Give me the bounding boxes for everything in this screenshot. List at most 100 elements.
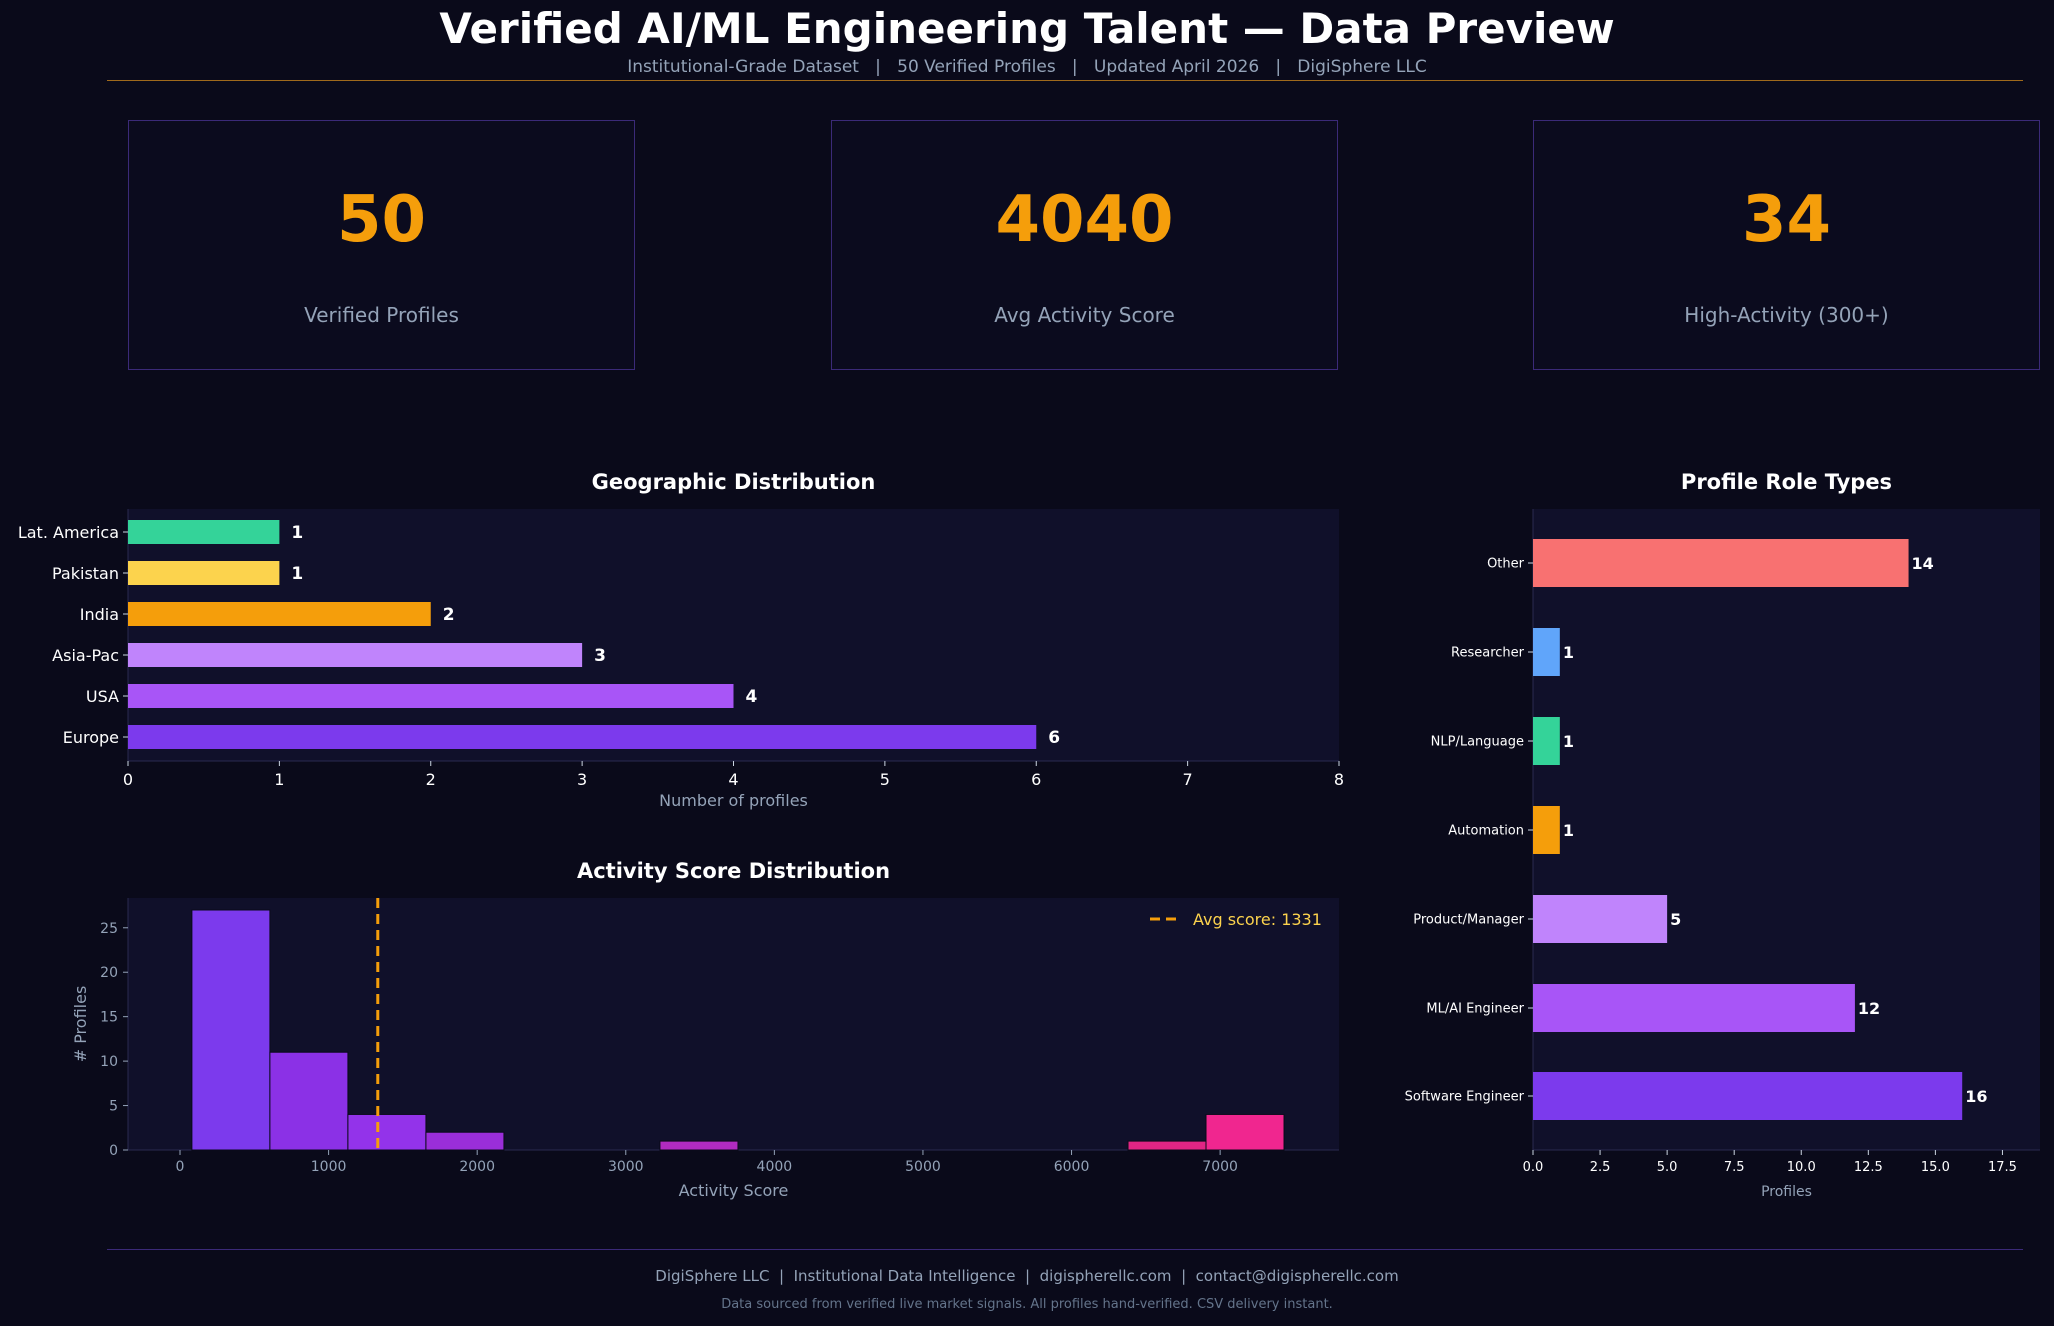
data-label: 5 xyxy=(1670,910,1681,929)
plot-area xyxy=(128,509,1339,761)
y-tick-label: USA xyxy=(86,687,119,706)
bar-asia-pac xyxy=(128,643,583,667)
data-label: 14 xyxy=(1912,554,1934,573)
x-tick-label: 5.0 xyxy=(1657,1160,1678,1175)
legend-label: Avg score: 1331 xyxy=(1193,910,1322,929)
x-tick-label: 2000 xyxy=(459,1159,495,1175)
x-tick-label: 7 xyxy=(1183,770,1193,789)
bar-researcher xyxy=(1533,628,1560,676)
y-tick-label: Asia-Pac xyxy=(52,646,119,665)
data-label: 3 xyxy=(594,646,606,666)
y-tick-label: Pakistan xyxy=(52,564,119,583)
data-label: 1 xyxy=(1563,643,1574,662)
y-tick-label: 20 xyxy=(100,965,118,981)
y-tick-label: NLP/Language xyxy=(1431,735,1524,750)
x-tick-label: 6000 xyxy=(1054,1159,1090,1175)
bar-europe xyxy=(128,725,1037,749)
kpi-label: Avg Activity Score xyxy=(994,303,1175,327)
bar-nlp-language xyxy=(1533,717,1560,765)
x-tick-label: 1000 xyxy=(311,1159,347,1175)
x-tick-label: 5 xyxy=(880,770,890,789)
kpi-card-high-activity: 34 High-Activity (300+) xyxy=(1533,120,2040,370)
x-tick-label: 4000 xyxy=(757,1159,793,1175)
kpi-card-verified-profiles: 50 Verified Profiles xyxy=(128,120,635,370)
data-label: 12 xyxy=(1858,999,1880,1018)
plot-area xyxy=(1533,509,2040,1150)
activity-chart-title: Activity Score Distribution xyxy=(576,859,891,883)
footer-divider xyxy=(107,1249,2023,1250)
kpi-value: 50 xyxy=(336,183,427,257)
page-subtitle: Institutional-Grade Dataset | 50 Verifie… xyxy=(627,57,1427,77)
role-chart-title: Profile Role Types xyxy=(1680,470,1893,494)
bar-usa xyxy=(128,684,734,708)
bar-other xyxy=(1533,539,1909,587)
x-tick-label: 7000 xyxy=(1202,1159,1238,1175)
y-tick-label: 5 xyxy=(109,1099,118,1115)
y-tick-label: Researcher xyxy=(1451,646,1525,661)
page-title: Verified AI/ML Engineering Talent — Data… xyxy=(439,4,1615,53)
histogram-bar xyxy=(347,1113,427,1151)
bar-product-manager xyxy=(1533,895,1668,943)
x-tick-label: 1 xyxy=(274,770,284,789)
y-axis-label: # Profiles xyxy=(71,986,90,1063)
bar-lat-america xyxy=(128,520,280,544)
bar-india xyxy=(128,602,431,626)
y-tick-label: Lat. America xyxy=(18,523,119,542)
y-tick-label: Product/Manager xyxy=(1413,913,1524,928)
y-tick-label: Automation xyxy=(1448,824,1524,839)
x-tick-label: 17.5 xyxy=(1988,1160,2017,1175)
x-tick-label: 7.5 xyxy=(1724,1160,1745,1175)
data-label: 1 xyxy=(1563,732,1574,751)
header-divider xyxy=(107,80,2023,81)
x-tick-label: 2.5 xyxy=(1590,1160,1611,1175)
data-label: 2 xyxy=(443,605,455,625)
y-tick-label: 25 xyxy=(100,921,118,937)
x-tick-label: 12.5 xyxy=(1854,1160,1883,1175)
kpi-label: Verified Profiles xyxy=(304,303,459,327)
geo-chart-title: Geographic Distribution xyxy=(591,470,876,494)
y-tick-label: ML/AI Engineer xyxy=(1426,1002,1524,1017)
bar-automation xyxy=(1533,806,1560,854)
histogram-bar xyxy=(659,1140,739,1151)
histogram-bar xyxy=(1205,1113,1285,1151)
x-tick-label: 5000 xyxy=(905,1159,941,1175)
y-tick-label: Software Engineer xyxy=(1405,1090,1525,1105)
x-tick-label: 8 xyxy=(1334,770,1344,789)
footer-disclaimer: Data sourced from verified live market s… xyxy=(721,1297,1333,1312)
y-tick-label: 10 xyxy=(100,1054,118,1070)
data-label: 6 xyxy=(1048,728,1060,748)
kpi-label: High-Activity (300+) xyxy=(1684,303,1889,327)
data-label: 1 xyxy=(291,564,303,584)
x-tick-label: 0 xyxy=(123,770,133,789)
bar-pakistan xyxy=(128,561,280,585)
histogram-bar xyxy=(269,1051,349,1151)
bar-software-engineer xyxy=(1533,1072,1963,1120)
x-tick-label: 0 xyxy=(176,1159,185,1175)
bar-ml-ai-engineer xyxy=(1533,984,1855,1032)
x-axis-label: Number of profiles xyxy=(659,791,808,810)
kpi-card-avg-activity-score: 4040 Avg Activity Score xyxy=(831,120,1338,370)
x-tick-label: 2 xyxy=(426,770,436,789)
x-axis-label: Activity Score xyxy=(679,1181,789,1200)
histogram-bar xyxy=(191,909,271,1151)
y-tick-label: Other xyxy=(1487,557,1525,572)
kpi-value: 34 xyxy=(1741,183,1832,257)
histogram-bar xyxy=(425,1131,505,1151)
y-tick-label: India xyxy=(80,605,119,624)
footer-contact: DigiSphere LLC | Institutional Data Inte… xyxy=(655,1267,1399,1285)
x-tick-label: 4 xyxy=(728,770,738,789)
x-tick-label: 6 xyxy=(1031,770,1041,789)
x-tick-label: 3000 xyxy=(608,1159,644,1175)
y-tick-label: Europe xyxy=(63,728,119,747)
data-label: 1 xyxy=(1563,821,1574,840)
x-tick-label: 15.0 xyxy=(1921,1160,1950,1175)
data-label: 4 xyxy=(746,687,758,707)
x-tick-label: 10.0 xyxy=(1787,1160,1816,1175)
kpi-value: 4040 xyxy=(995,183,1174,257)
y-tick-label: 0 xyxy=(109,1143,118,1159)
x-tick-label: 3 xyxy=(577,770,587,789)
data-label: 16 xyxy=(1965,1087,1987,1106)
